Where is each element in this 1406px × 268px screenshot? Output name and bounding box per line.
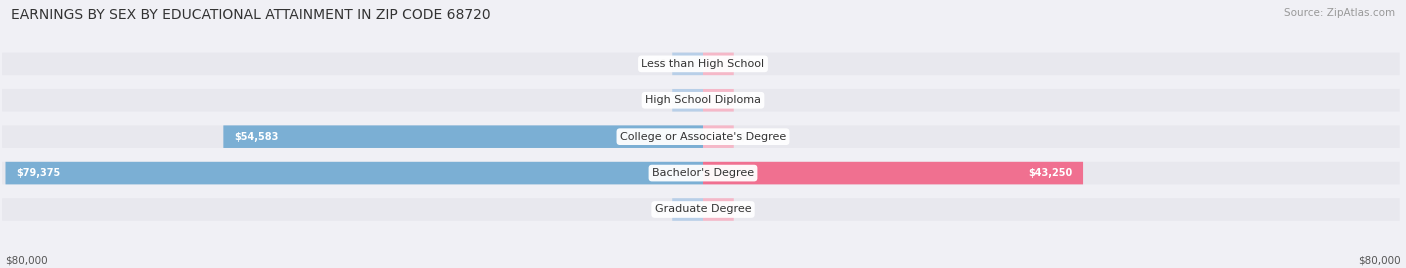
Text: $54,583: $54,583	[233, 132, 278, 142]
Text: $0: $0	[740, 132, 752, 142]
Text: $0: $0	[740, 59, 752, 69]
Text: $79,375: $79,375	[15, 168, 60, 178]
FancyBboxPatch shape	[6, 162, 703, 184]
FancyBboxPatch shape	[672, 53, 703, 75]
FancyBboxPatch shape	[3, 162, 1400, 184]
FancyBboxPatch shape	[3, 53, 1400, 75]
FancyBboxPatch shape	[703, 125, 734, 148]
Text: EARNINGS BY SEX BY EDUCATIONAL ATTAINMENT IN ZIP CODE 68720: EARNINGS BY SEX BY EDUCATIONAL ATTAINMEN…	[11, 8, 491, 22]
Text: $0: $0	[740, 95, 752, 105]
Text: Source: ZipAtlas.com: Source: ZipAtlas.com	[1284, 8, 1395, 18]
Text: High School Diploma: High School Diploma	[645, 95, 761, 105]
FancyBboxPatch shape	[672, 198, 703, 221]
Text: $0: $0	[740, 204, 752, 214]
FancyBboxPatch shape	[224, 125, 703, 148]
Text: $0: $0	[654, 95, 666, 105]
FancyBboxPatch shape	[3, 198, 1400, 221]
FancyBboxPatch shape	[3, 89, 1400, 111]
Text: $80,000: $80,000	[6, 255, 48, 265]
FancyBboxPatch shape	[703, 198, 734, 221]
FancyBboxPatch shape	[703, 89, 734, 111]
Text: $0: $0	[654, 59, 666, 69]
Text: $0: $0	[654, 204, 666, 214]
FancyBboxPatch shape	[703, 53, 734, 75]
Text: $43,250: $43,250	[1028, 168, 1073, 178]
Text: College or Associate's Degree: College or Associate's Degree	[620, 132, 786, 142]
FancyBboxPatch shape	[3, 125, 1400, 148]
FancyBboxPatch shape	[672, 89, 703, 111]
Text: Less than High School: Less than High School	[641, 59, 765, 69]
Text: Bachelor's Degree: Bachelor's Degree	[652, 168, 754, 178]
Text: Graduate Degree: Graduate Degree	[655, 204, 751, 214]
Text: $80,000: $80,000	[1358, 255, 1400, 265]
FancyBboxPatch shape	[703, 162, 1083, 184]
